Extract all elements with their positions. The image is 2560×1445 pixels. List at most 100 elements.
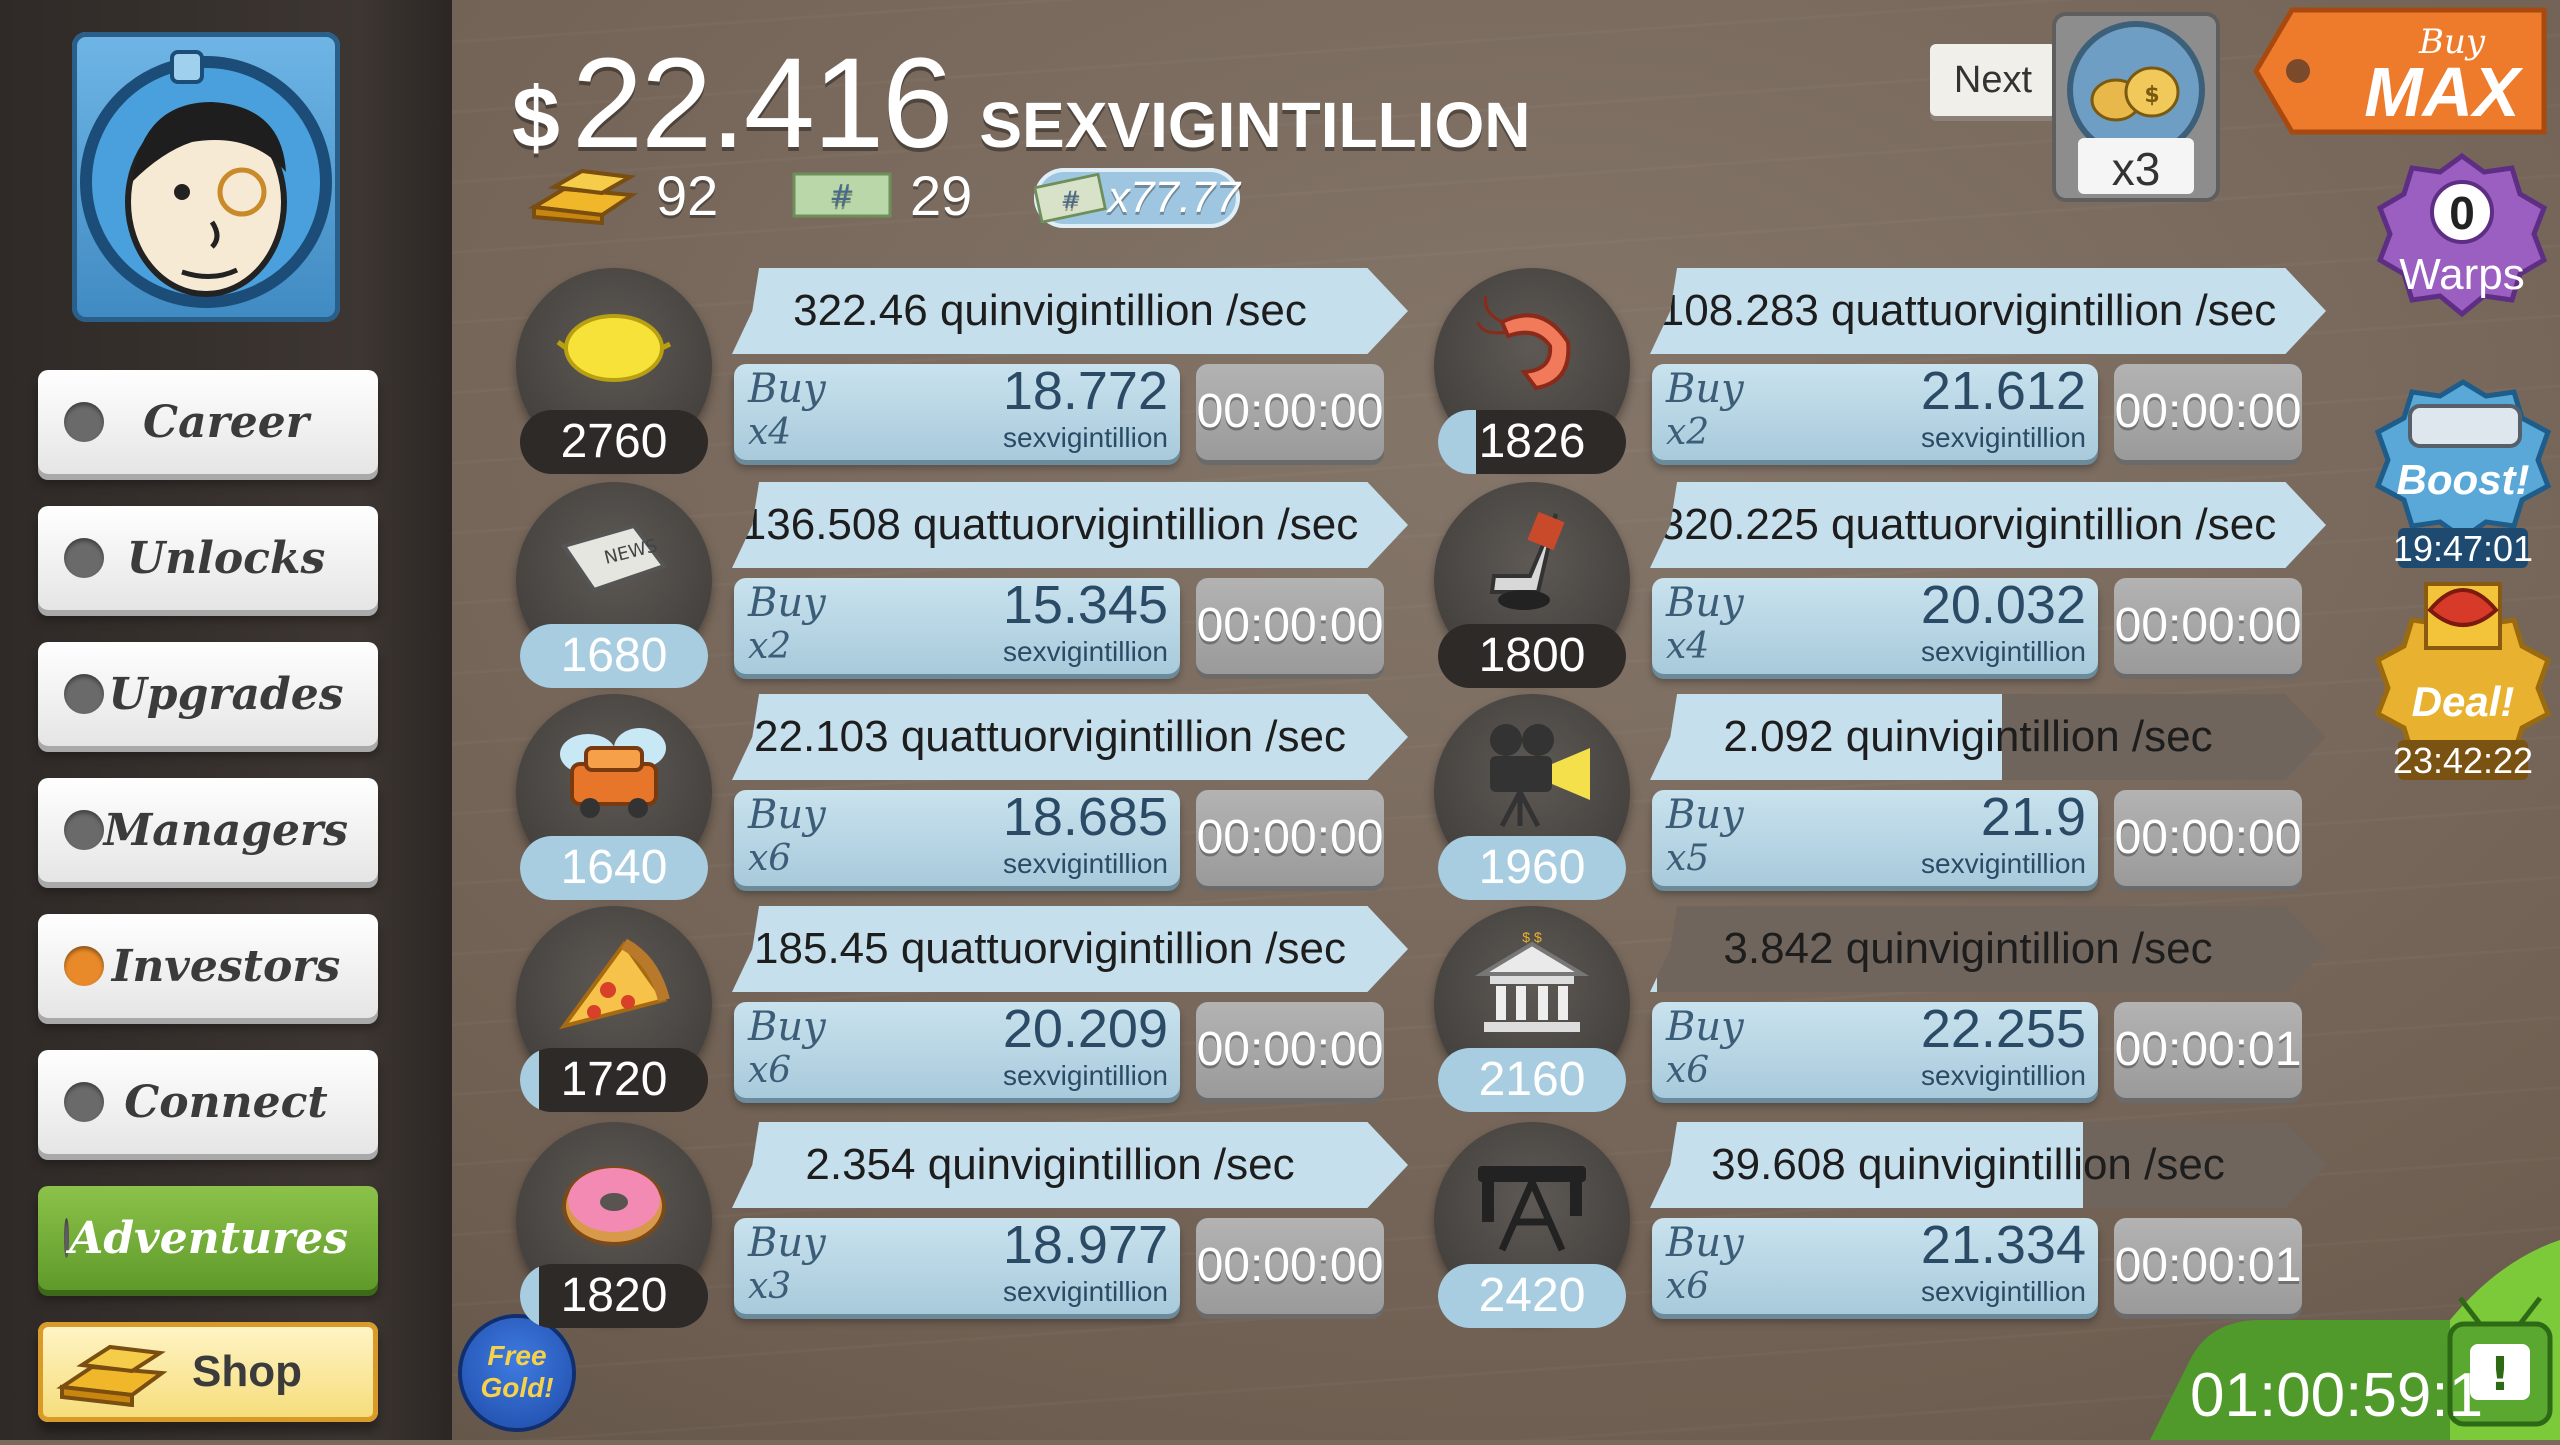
business-count-value: 2160 — [1478, 1053, 1586, 1106]
buy-button[interactable]: Buy x6 22.255 sexvigintillion — [1652, 999, 2098, 1098]
donut-icon — [554, 1146, 674, 1256]
investors-button[interactable]: Investors — [38, 914, 378, 1018]
business-icon-button[interactable]: 1800 — [1434, 482, 1630, 688]
business-icon-button[interactable]: 1640 — [516, 694, 712, 900]
business-timer: 00:00:00 — [2114, 790, 2302, 886]
managers-button[interactable]: Managers — [38, 778, 378, 882]
revenue-bar[interactable]: 22.103 quattuorvigintillion /sec — [732, 694, 1408, 780]
buy-button[interactable]: Buy x6 21.334 sexvigintillion — [1652, 1215, 2098, 1314]
count-progress-fill — [1438, 836, 1626, 900]
revenue-bar[interactable]: 185.45 quattuorvigintillion /sec — [732, 906, 1408, 992]
shop-button[interactable]: Shop — [38, 1322, 378, 1422]
money-amount: 22.416 — [571, 32, 953, 175]
unlocks-button[interactable]: Unlocks — [38, 506, 378, 610]
buy-max-button[interactable]: Buy MAX — [2252, 6, 2552, 136]
avatar[interactable] — [72, 32, 340, 322]
business-timer: 00:00:00 — [1196, 790, 1384, 886]
buy-cost-unit: sexvigintillion — [1003, 848, 1168, 879]
buy-cost: 21.334 — [1920, 1215, 2086, 1275]
gold-count: 92 — [656, 163, 719, 227]
buy-button[interactable]: Buy x2 21.612 sexvigintillion — [1652, 361, 2098, 460]
deal-badge[interactable]: Deal! 23:42:22 — [2370, 570, 2556, 781]
business-count-value: 1960 — [1478, 841, 1586, 894]
business-timer: 00:00:01 — [2114, 1218, 2302, 1314]
upgrades-button[interactable]: Upgrades — [38, 642, 378, 746]
revenue-bar[interactable]: 2.092 quinvigintillion /sec — [1650, 694, 2326, 780]
business-icon-button[interactable]: NEWS 1680 — [516, 482, 712, 688]
buy-multiplier-button[interactable]: $ x3 — [2052, 12, 2220, 202]
tv-timer: 01:00:59:1 — [2190, 1361, 2484, 1430]
revenue-bar[interactable]: 3.842 quinvigintillion /sec — [1650, 906, 2326, 992]
business-count-value: 1800 — [1478, 629, 1586, 682]
buy-cost: 20.209 — [1002, 999, 1168, 1059]
oil-rig-icon — [1472, 1146, 1592, 1256]
career-button[interactable]: Career — [38, 370, 378, 474]
buy-quantity: x4 — [1666, 626, 1710, 667]
revenue-bar[interactable]: 2.354 quinvigintillion /sec — [732, 1122, 1408, 1208]
buy-cost: 18.772 — [1002, 361, 1168, 421]
buy-quantity: x6 — [748, 1050, 792, 1091]
status-dot — [64, 810, 104, 850]
count-progress-fill — [1438, 410, 1476, 474]
revenue-text: 2.354 quinvigintillion /sec — [805, 1140, 1295, 1189]
business-icon-button[interactable]: 1960 — [1434, 694, 1630, 900]
tv-reward-widget[interactable]: ! 01:00:59:1 — [2150, 1240, 2560, 1440]
free-gold-button[interactable]: Free Gold! — [462, 1318, 572, 1428]
next-button[interactable]: Next — [1930, 44, 2056, 116]
boost-badge[interactable]: Boost! 19:47:01 — [2370, 378, 2556, 569]
revenue-bar[interactable]: 320.225 quattuorvigintillion /sec — [1650, 482, 2326, 568]
buy-label: Buy — [748, 366, 826, 412]
movie-camera-icon — [1472, 718, 1592, 828]
count-progress-fill — [520, 624, 708, 688]
buy-button[interactable]: Buy x2 15.345 sexvigintillion — [734, 575, 1180, 674]
revenue-text: 185.45 quattuorvigintillion /sec — [754, 924, 1346, 973]
deal-timer: 23:42:22 — [2392, 740, 2534, 781]
business-timer: 00:00:01 — [2114, 1002, 2302, 1098]
megabuck-multiplier-badge: # x77.77 — [1034, 168, 1240, 228]
buy-quantity: x4 — [748, 412, 792, 453]
business-count-value: 1640 — [560, 841, 668, 894]
buy-label: Buy — [748, 792, 826, 838]
business-icon-button[interactable]: 1826 — [1434, 268, 1630, 474]
shrimp-icon — [1472, 292, 1592, 402]
buy-cost: 20.032 — [1920, 575, 2086, 635]
business-icon-button[interactable]: 2760 — [516, 268, 712, 474]
revenue-text: 108.283 quattuorvigintillion /sec — [1659, 286, 2277, 335]
megabucks-stat: # 29 — [792, 160, 972, 230]
revenue-bar[interactable]: 108.283 quattuorvigintillion /sec — [1650, 268, 2326, 354]
status-dot — [64, 674, 104, 714]
business-count-value: 1680 — [560, 629, 668, 682]
currency-symbol: $ — [512, 70, 560, 166]
buy-button[interactable]: Buy x3 18.977 sexvigintillion — [734, 1215, 1180, 1314]
warps-count: 0 — [2449, 187, 2475, 239]
buy-cost-unit: sexvigintillion — [1921, 636, 2086, 667]
revenue-text: 3.842 quinvigintillion /sec — [1723, 924, 2213, 973]
business-count: 1826 — [1438, 410, 1626, 474]
revenue-text: 2.092 quinvigintillion /sec — [1723, 712, 2213, 761]
buy-quantity: x2 — [748, 626, 792, 667]
boost-timer: 19:47:01 — [2392, 528, 2534, 569]
business-icon-button[interactable]: 1720 — [516, 906, 712, 1112]
buy-label: Buy — [1666, 366, 1744, 412]
shop-label: Shop — [192, 1347, 302, 1396]
connect-button[interactable]: Connect — [38, 1050, 378, 1154]
warps-badge[interactable]: 0 Warps — [2374, 150, 2550, 336]
newspaper-icon: NEWS — [554, 506, 674, 616]
revenue-bar[interactable]: 39.608 quinvigintillion /sec — [1650, 1122, 2326, 1208]
buy-button[interactable]: Buy x5 21.9 sexvigintillion — [1652, 787, 2098, 886]
adventures-button[interactable]: Adventures — [38, 1186, 378, 1290]
business-icon-button[interactable]: 2420 — [1434, 1122, 1630, 1328]
business-icon-button[interactable]: $ $ 2160 — [1434, 906, 1630, 1112]
revenue-progress-fill — [1650, 1122, 2083, 1208]
buy-button[interactable]: Buy x6 20.209 sexvigintillion — [734, 999, 1180, 1098]
business-icon-button[interactable]: 1820 — [516, 1122, 712, 1328]
revenue-bar[interactable]: 322.46 quinvigintillion /sec — [732, 268, 1408, 354]
buy-button[interactable]: Buy x6 18.685 sexvigintillion — [734, 787, 1180, 886]
revenue-bar[interactable]: 136.508 quattuorvigintillion /sec — [732, 482, 1408, 568]
count-progress-fill — [520, 1048, 539, 1112]
buy-button[interactable]: Buy x4 20.032 sexvigintillion — [1652, 575, 2098, 674]
buy-cost-unit: sexvigintillion — [1921, 422, 2086, 453]
buy-label: Buy — [748, 1004, 826, 1050]
buy-button[interactable]: Buy x4 18.772 sexvigintillion — [734, 361, 1180, 460]
buy-cost-unit: sexvigintillion — [1921, 1276, 2086, 1307]
